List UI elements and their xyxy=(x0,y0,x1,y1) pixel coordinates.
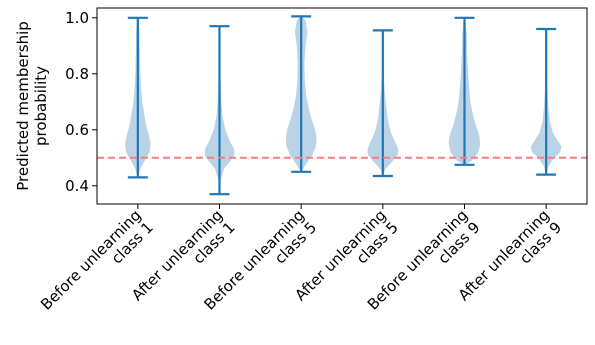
y-axis-label: Predicted membershipprobability xyxy=(14,21,50,191)
plot-frame xyxy=(96,7,588,205)
y-tick-label: 0.4 xyxy=(65,177,89,195)
x-tick-label-1: Before unlearningclass 1 xyxy=(37,206,157,326)
y-tick-label: 0.6 xyxy=(65,121,89,139)
y-tick-label: 0.8 xyxy=(65,65,89,83)
violin-series-group xyxy=(124,15,562,196)
y-tick-label: 1.0 xyxy=(65,9,89,27)
y-axis: 0.4 0.6 0.8 1.0 xyxy=(65,9,97,195)
